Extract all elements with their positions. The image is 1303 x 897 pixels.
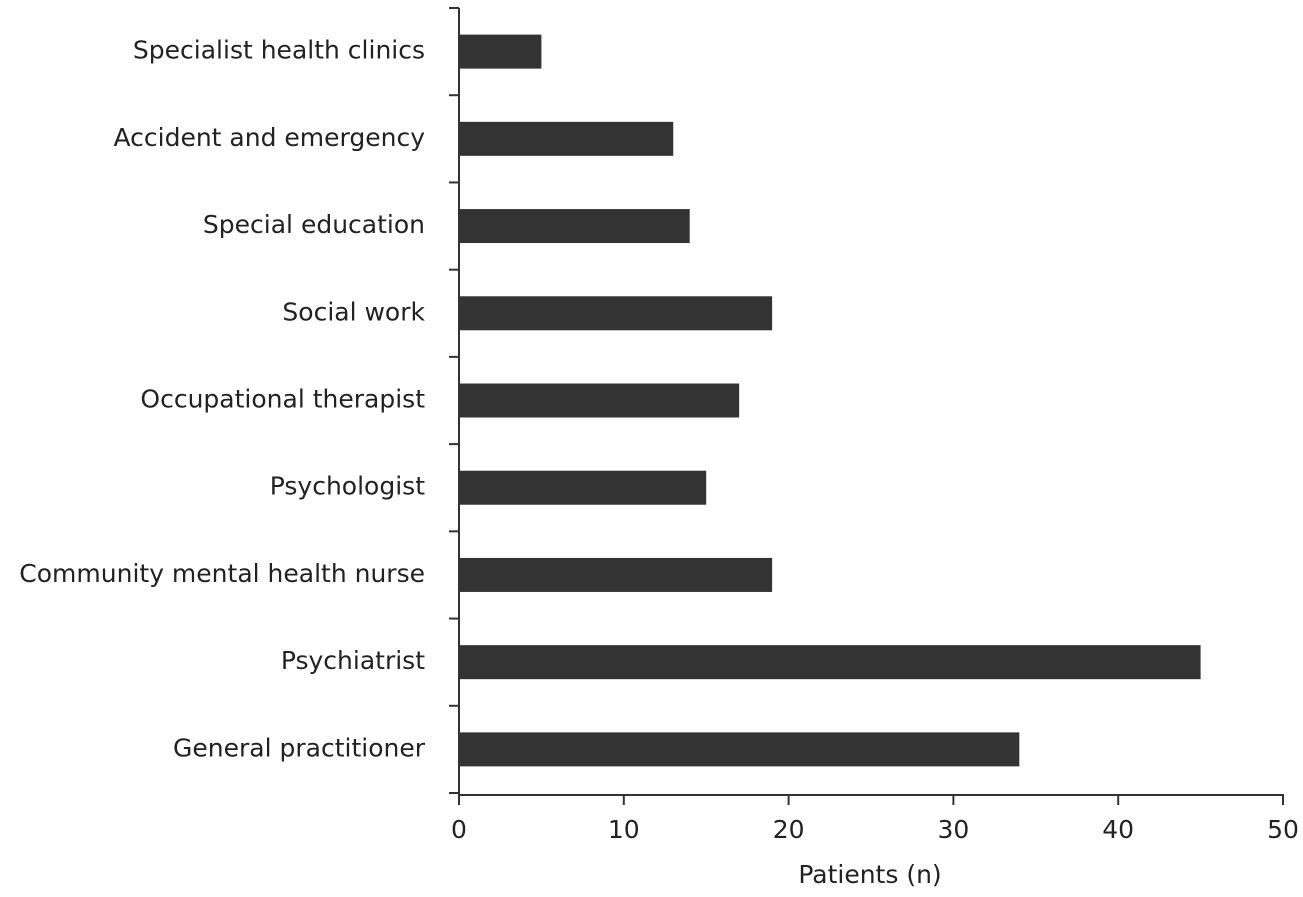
- y-tick-label: Social work: [282, 297, 425, 326]
- bar: [459, 557, 773, 592]
- bar: [459, 296, 773, 331]
- bar: [459, 383, 740, 418]
- y-tick-label: Special education: [203, 210, 425, 239]
- y-tick-label: Psychiatrist: [281, 646, 425, 675]
- y-tick-label: Specialist health clinics: [133, 36, 425, 65]
- y-tick-label: General practitioner: [173, 733, 426, 762]
- x-axis-label: Patients (n): [798, 860, 941, 889]
- y-tick-label: Accident and emergency: [113, 123, 425, 152]
- bar: [459, 645, 1201, 680]
- x-tick-label: 10: [608, 815, 640, 844]
- x-tick-label: 50: [1267, 815, 1299, 844]
- y-tick-label: Psychologist: [270, 472, 425, 501]
- bar: [459, 470, 707, 505]
- x-tick-label: 0: [451, 815, 467, 844]
- bar: [459, 121, 674, 156]
- x-tick-label: 20: [773, 815, 805, 844]
- x-tick-label: 30: [937, 815, 969, 844]
- y-tick-label: Community mental health nurse: [19, 559, 425, 588]
- bar: [459, 209, 690, 244]
- bar: [459, 34, 542, 69]
- x-tick-label: 40: [1102, 815, 1134, 844]
- bar: [459, 732, 1020, 767]
- y-tick-label: Occupational therapist: [140, 385, 425, 414]
